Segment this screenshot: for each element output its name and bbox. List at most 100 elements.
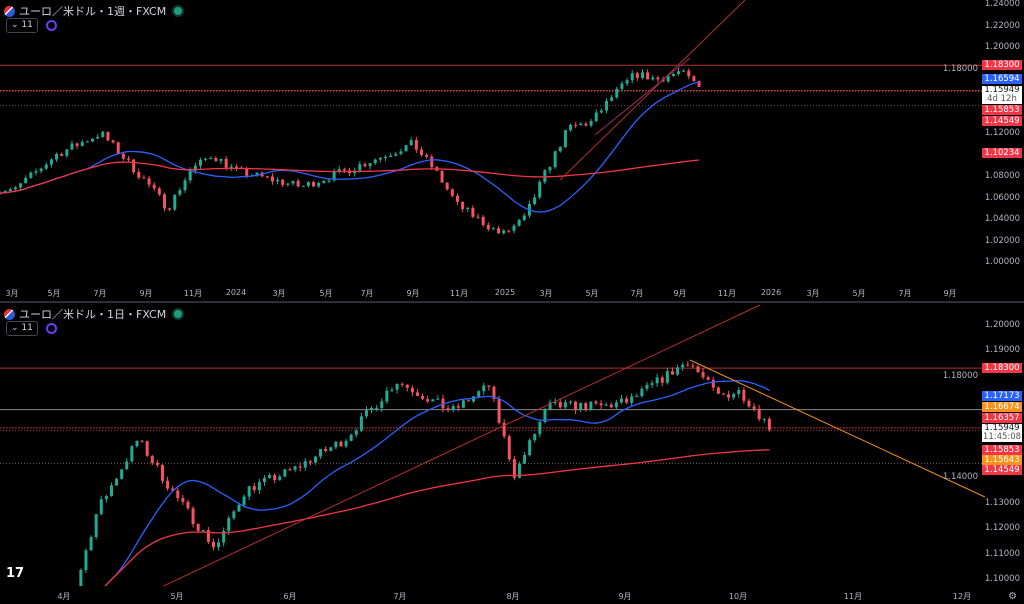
bar-countdown: 4d 12h — [987, 94, 1017, 104]
candle-body — [183, 180, 187, 191]
candle-body — [55, 154, 59, 160]
price-badge: 1.16674 — [982, 402, 1022, 412]
candle-body — [293, 466, 297, 470]
candle-body — [106, 131, 110, 141]
daily-chart-pane[interactable]: ユーロ／米ドル・1日・FXCM ⌄ 11 1.18300 1.17173 1.166… — [0, 303, 1024, 604]
candle-body — [262, 477, 266, 483]
candle-body — [666, 76, 670, 82]
candle-body — [385, 390, 389, 402]
indicators-toggle-button[interactable]: ⌄ 11 — [6, 321, 38, 336]
market-open-status-icon — [174, 7, 183, 15]
candle-body — [94, 514, 98, 538]
candle-body — [477, 391, 481, 397]
candle-body — [178, 190, 182, 195]
candle-body — [380, 401, 384, 408]
candle-body — [414, 140, 418, 150]
symbol-legend[interactable]: ユーロ／米ドル・1週・FXCM — [4, 3, 183, 19]
candle-body — [157, 188, 161, 195]
weekly-chart-pane[interactable]: ユーロ／米ドル・1週・FXCM ⌄ 11 1.18300 1.16594 1.159… — [0, 0, 1024, 302]
candle-body — [543, 170, 547, 182]
candle-body — [49, 159, 53, 165]
indicators-toggle-button[interactable]: ⌄ 11 — [6, 18, 38, 33]
price-axis[interactable]: 1.18300 1.17173 1.16674 1.16357 1.15949 11:45… — [943, 303, 1024, 604]
settings-gear-icon[interactable]: ⚙ — [1008, 591, 1017, 602]
time-tick-label: 11月 — [183, 289, 203, 298]
candle-body — [415, 392, 419, 396]
candle-body — [625, 398, 629, 403]
time-tick-label: 6月 — [283, 592, 297, 601]
candle-body — [604, 404, 608, 406]
symbol-title: ユーロ／米ドル・1週・FXCM — [19, 5, 167, 18]
candle-body — [727, 394, 731, 398]
candle-body — [574, 124, 578, 126]
candle-body — [85, 141, 89, 143]
daily-price-plot[interactable] — [0, 303, 985, 586]
candle-body — [127, 158, 131, 160]
candle-body — [349, 434, 353, 441]
candle-body — [711, 379, 715, 388]
badge-value: 1.16674 — [984, 402, 1020, 412]
symbol-legend[interactable]: ユーロ／米ドル・1日・FXCM — [4, 306, 183, 322]
candle-body — [512, 225, 516, 231]
candle-body — [630, 73, 634, 81]
candle-body — [491, 228, 495, 230]
candle-body — [747, 400, 751, 407]
candle-body — [211, 541, 215, 548]
candle-body — [651, 77, 655, 80]
candle-body — [140, 440, 144, 442]
pane-divider[interactable] — [0, 301, 1024, 303]
candle-body — [181, 498, 185, 502]
time-tick-label: 4月 — [57, 592, 71, 601]
weekly-price-plot[interactable] — [0, 0, 985, 282]
badge-value: 1.18300 — [984, 60, 1020, 70]
candle-body — [255, 172, 259, 176]
candle-body — [650, 383, 654, 385]
candle-body — [497, 228, 501, 234]
tradingview-logo[interactable]: 𝟭𝟳 — [6, 566, 25, 581]
badge-value: 1.17173 — [984, 391, 1020, 401]
candle-body — [196, 524, 200, 531]
candle-body — [342, 169, 346, 171]
candle-body — [201, 530, 205, 532]
time-tick-label: 8月 — [506, 592, 520, 601]
candle-body — [13, 187, 17, 190]
candle-body — [3, 191, 7, 193]
candle-body — [219, 158, 223, 161]
candle-body — [384, 157, 388, 159]
candle-body — [364, 410, 368, 417]
indicator-count: 11 — [21, 20, 33, 30]
candle-body — [344, 440, 348, 447]
time-tick-label: 3月 — [806, 289, 820, 298]
price-axis[interactable]: 1.18300 1.16594 1.15949 4d 12h 1.15853 1.1454… — [943, 0, 1024, 302]
price-badge: 1.15853 — [982, 105, 1022, 115]
candle-body — [409, 140, 413, 146]
candle-body — [130, 446, 134, 462]
candle-body — [109, 485, 113, 497]
badge-value: 1.15949 — [984, 423, 1020, 433]
candle-body — [166, 480, 170, 489]
candle-body — [446, 408, 450, 411]
candle-body — [472, 396, 476, 402]
candle-body — [145, 441, 149, 456]
candle-body — [404, 145, 408, 152]
candle-body — [430, 156, 434, 168]
trendline — [594, 57, 691, 136]
candle-body — [538, 181, 542, 198]
candle-body — [419, 149, 423, 155]
candle-body — [436, 398, 440, 400]
time-tick-label: 9月 — [139, 289, 153, 298]
candle-body — [8, 189, 12, 192]
candle-body — [137, 172, 141, 178]
candle-body — [410, 387, 414, 393]
candle-body — [762, 418, 766, 420]
candle-body — [389, 155, 393, 158]
candle-body — [599, 110, 603, 113]
candle-body — [538, 421, 542, 435]
candle-body — [405, 384, 409, 388]
candle-body — [162, 194, 166, 209]
candle-body — [670, 371, 674, 375]
candle-body — [681, 364, 685, 368]
candle-body — [569, 124, 573, 131]
price-tick-label: 1.20000 — [984, 320, 1020, 330]
badge-value: 1.15949 — [984, 85, 1020, 95]
